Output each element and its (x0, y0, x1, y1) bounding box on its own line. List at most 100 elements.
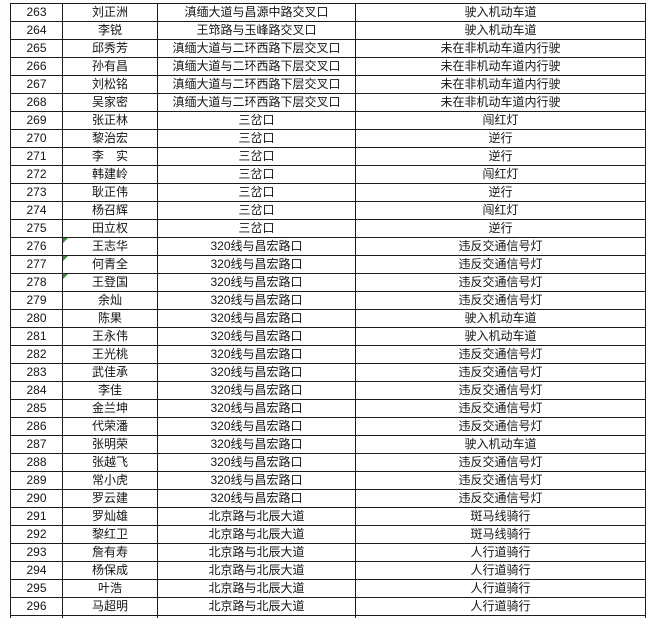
cell-violation[interactable]: 逆行 (356, 184, 646, 202)
cell-location[interactable]: 三岔口 (158, 166, 356, 184)
cell-location[interactable]: 三岔口 (158, 184, 356, 202)
cell-location[interactable]: 320线与昌宏路口 (158, 292, 356, 310)
cell-location[interactable]: 320线与昌宏路口 (158, 328, 356, 346)
cell-row-number[interactable]: 274 (11, 202, 63, 220)
cell-location[interactable]: 320线与昌宏路口 (158, 274, 356, 292)
cell-violation[interactable]: 违反交通信号灯 (356, 364, 646, 382)
cell-name[interactable]: 罗云建 (63, 490, 158, 508)
cell-name-with-comment-marker-icon[interactable]: 王登国 (63, 274, 158, 292)
cell-location[interactable]: 北京路与北辰大道 (158, 562, 356, 580)
cell-location[interactable]: 北京路与北辰大道 (158, 580, 356, 598)
cell-name[interactable]: 张越飞 (63, 454, 158, 472)
cell-name[interactable]: 常小虎 (63, 472, 158, 490)
cell-name[interactable]: 韩建岭 (63, 166, 158, 184)
cell-row-number[interactable]: 296 (11, 598, 63, 616)
cell-name[interactable]: 黎治宏 (63, 130, 158, 148)
cell-name[interactable]: 刘松铭 (63, 76, 158, 94)
cell-violation[interactable]: 闯红灯 (356, 112, 646, 130)
cell-name-with-comment-marker-icon[interactable]: 王志华 (63, 238, 158, 256)
cell-location[interactable]: 滇缅大道与二环西路下层交叉口 (158, 76, 356, 94)
cell-row-number[interactable]: 282 (11, 346, 63, 364)
cell-row-number[interactable]: 273 (11, 184, 63, 202)
cell-location[interactable]: 北京路与北辰大道 (158, 544, 356, 562)
cell-name[interactable]: 王永伟 (63, 328, 158, 346)
cell-violation[interactable]: 闯红灯 (356, 202, 646, 220)
cell-row-number[interactable]: 292 (11, 526, 63, 544)
cell-name[interactable]: 杨召辉 (63, 202, 158, 220)
cell-location[interactable]: 王筇路与玉峰路交叉口 (158, 22, 356, 40)
cell-name[interactable]: 刘正洲 (63, 4, 158, 22)
cell-violation[interactable]: 违反交通信号灯 (356, 292, 646, 310)
cell-row-number[interactable]: 270 (11, 130, 63, 148)
cell-location[interactable]: 三岔口 (158, 130, 356, 148)
cell-name[interactable]: 金兰坤 (63, 400, 158, 418)
cell-row-number[interactable]: 272 (11, 166, 63, 184)
cell-name[interactable]: 王光桃 (63, 346, 158, 364)
cell-row-number[interactable]: 287 (11, 436, 63, 454)
cell-row-number[interactable]: 265 (11, 40, 63, 58)
cell-violation[interactable]: 违反交通信号灯 (356, 382, 646, 400)
cell-row-number[interactable]: 289 (11, 472, 63, 490)
cell-name[interactable]: 耿正伟 (63, 184, 158, 202)
cell-location[interactable]: 北京路与北辰大道 (158, 526, 356, 544)
cell-name[interactable]: 田立权 (63, 220, 158, 238)
cell-violation[interactable]: 闯红灯 (356, 166, 646, 184)
cell-violation[interactable]: 违反交通信号灯 (356, 238, 646, 256)
cell-name[interactable]: 叶浩 (63, 580, 158, 598)
cell-name[interactable]: 张正林 (63, 112, 158, 130)
cell-location[interactable]: 三岔口 (158, 202, 356, 220)
cell-name[interactable]: 武佳承 (63, 364, 158, 382)
cell-location[interactable]: 北京路与北辰大道 (158, 508, 356, 526)
cell-name[interactable]: 吴家密 (63, 94, 158, 112)
cell-row-number[interactable]: 294 (11, 562, 63, 580)
cell-violation[interactable]: 未在非机动车道内行驶 (356, 94, 646, 112)
cell-location[interactable]: 320线与昌宏路口 (158, 238, 356, 256)
cell-name[interactable]: 黎红卫 (63, 526, 158, 544)
cell-row-number[interactable]: 288 (11, 454, 63, 472)
cell-row-number[interactable]: 295 (11, 580, 63, 598)
cell-name[interactable]: 代荣潘 (63, 418, 158, 436)
cell-row-number[interactable]: 283 (11, 364, 63, 382)
cell-row-number[interactable]: 264 (11, 22, 63, 40)
cell-location[interactable]: 320线与昌宏路口 (158, 490, 356, 508)
cell-violation[interactable]: 违反交通信号灯 (356, 472, 646, 490)
cell-name[interactable]: 邱秀芳 (63, 40, 158, 58)
cell-row-number[interactable]: 290 (11, 490, 63, 508)
cell-row-number[interactable]: 277 (11, 256, 63, 274)
cell-location[interactable]: 三岔口 (158, 112, 356, 130)
cell-location[interactable]: 三岔口 (158, 220, 356, 238)
cell-row-number[interactable]: 286 (11, 418, 63, 436)
cell-name[interactable]: 罗灿雄 (63, 508, 158, 526)
cell-location[interactable]: 滇缅大道与二环西路下层交叉口 (158, 40, 356, 58)
cell-name[interactable]: 李 实 (63, 148, 158, 166)
cell-location[interactable]: 320线与昌宏路口 (158, 256, 356, 274)
cell-location[interactable]: 滇缅大道与昌源中路交叉口 (158, 4, 356, 22)
cell-location[interactable]: 北京路与北辰大道 (158, 598, 356, 616)
cell-location[interactable]: 320线与昌宏路口 (158, 346, 356, 364)
cell-row-number[interactable]: 280 (11, 310, 63, 328)
cell-name[interactable]: 杨保成 (63, 562, 158, 580)
cell-row-number[interactable]: 263 (11, 4, 63, 22)
cell-violation[interactable]: 人行道骑行 (356, 598, 646, 616)
cell-name[interactable]: 李锐 (63, 22, 158, 40)
cell-row-number[interactable]: 275 (11, 220, 63, 238)
cell-location[interactable]: 滇缅大道与二环西路下层交叉口 (158, 94, 356, 112)
cell-location[interactable]: 三岔口 (158, 148, 356, 166)
cell-violation[interactable]: 驶入机动车道 (356, 328, 646, 346)
cell-name[interactable]: 李佳 (63, 382, 158, 400)
cell-row-number[interactable]: 268 (11, 94, 63, 112)
cell-violation[interactable]: 违反交通信号灯 (356, 256, 646, 274)
cell-violation[interactable]: 逆行 (356, 130, 646, 148)
cell-row-number[interactable]: 278 (11, 274, 63, 292)
cell-name[interactable]: 陈果 (63, 310, 158, 328)
cell-row-number[interactable]: 284 (11, 382, 63, 400)
cell-row-number[interactable]: 285 (11, 400, 63, 418)
cell-violation[interactable]: 斑马线骑行 (356, 526, 646, 544)
cell-violation[interactable]: 未在非机动车道内行驶 (356, 76, 646, 94)
cell-location[interactable]: 滇缅大道与二环西路下层交叉口 (158, 58, 356, 76)
cell-violation[interactable]: 未在非机动车道内行驶 (356, 40, 646, 58)
cell-violation[interactable]: 违反交通信号灯 (356, 454, 646, 472)
cell-name[interactable]: 张明荣 (63, 436, 158, 454)
cell-row-number[interactable]: 293 (11, 544, 63, 562)
cell-location[interactable]: 320线与昌宏路口 (158, 454, 356, 472)
